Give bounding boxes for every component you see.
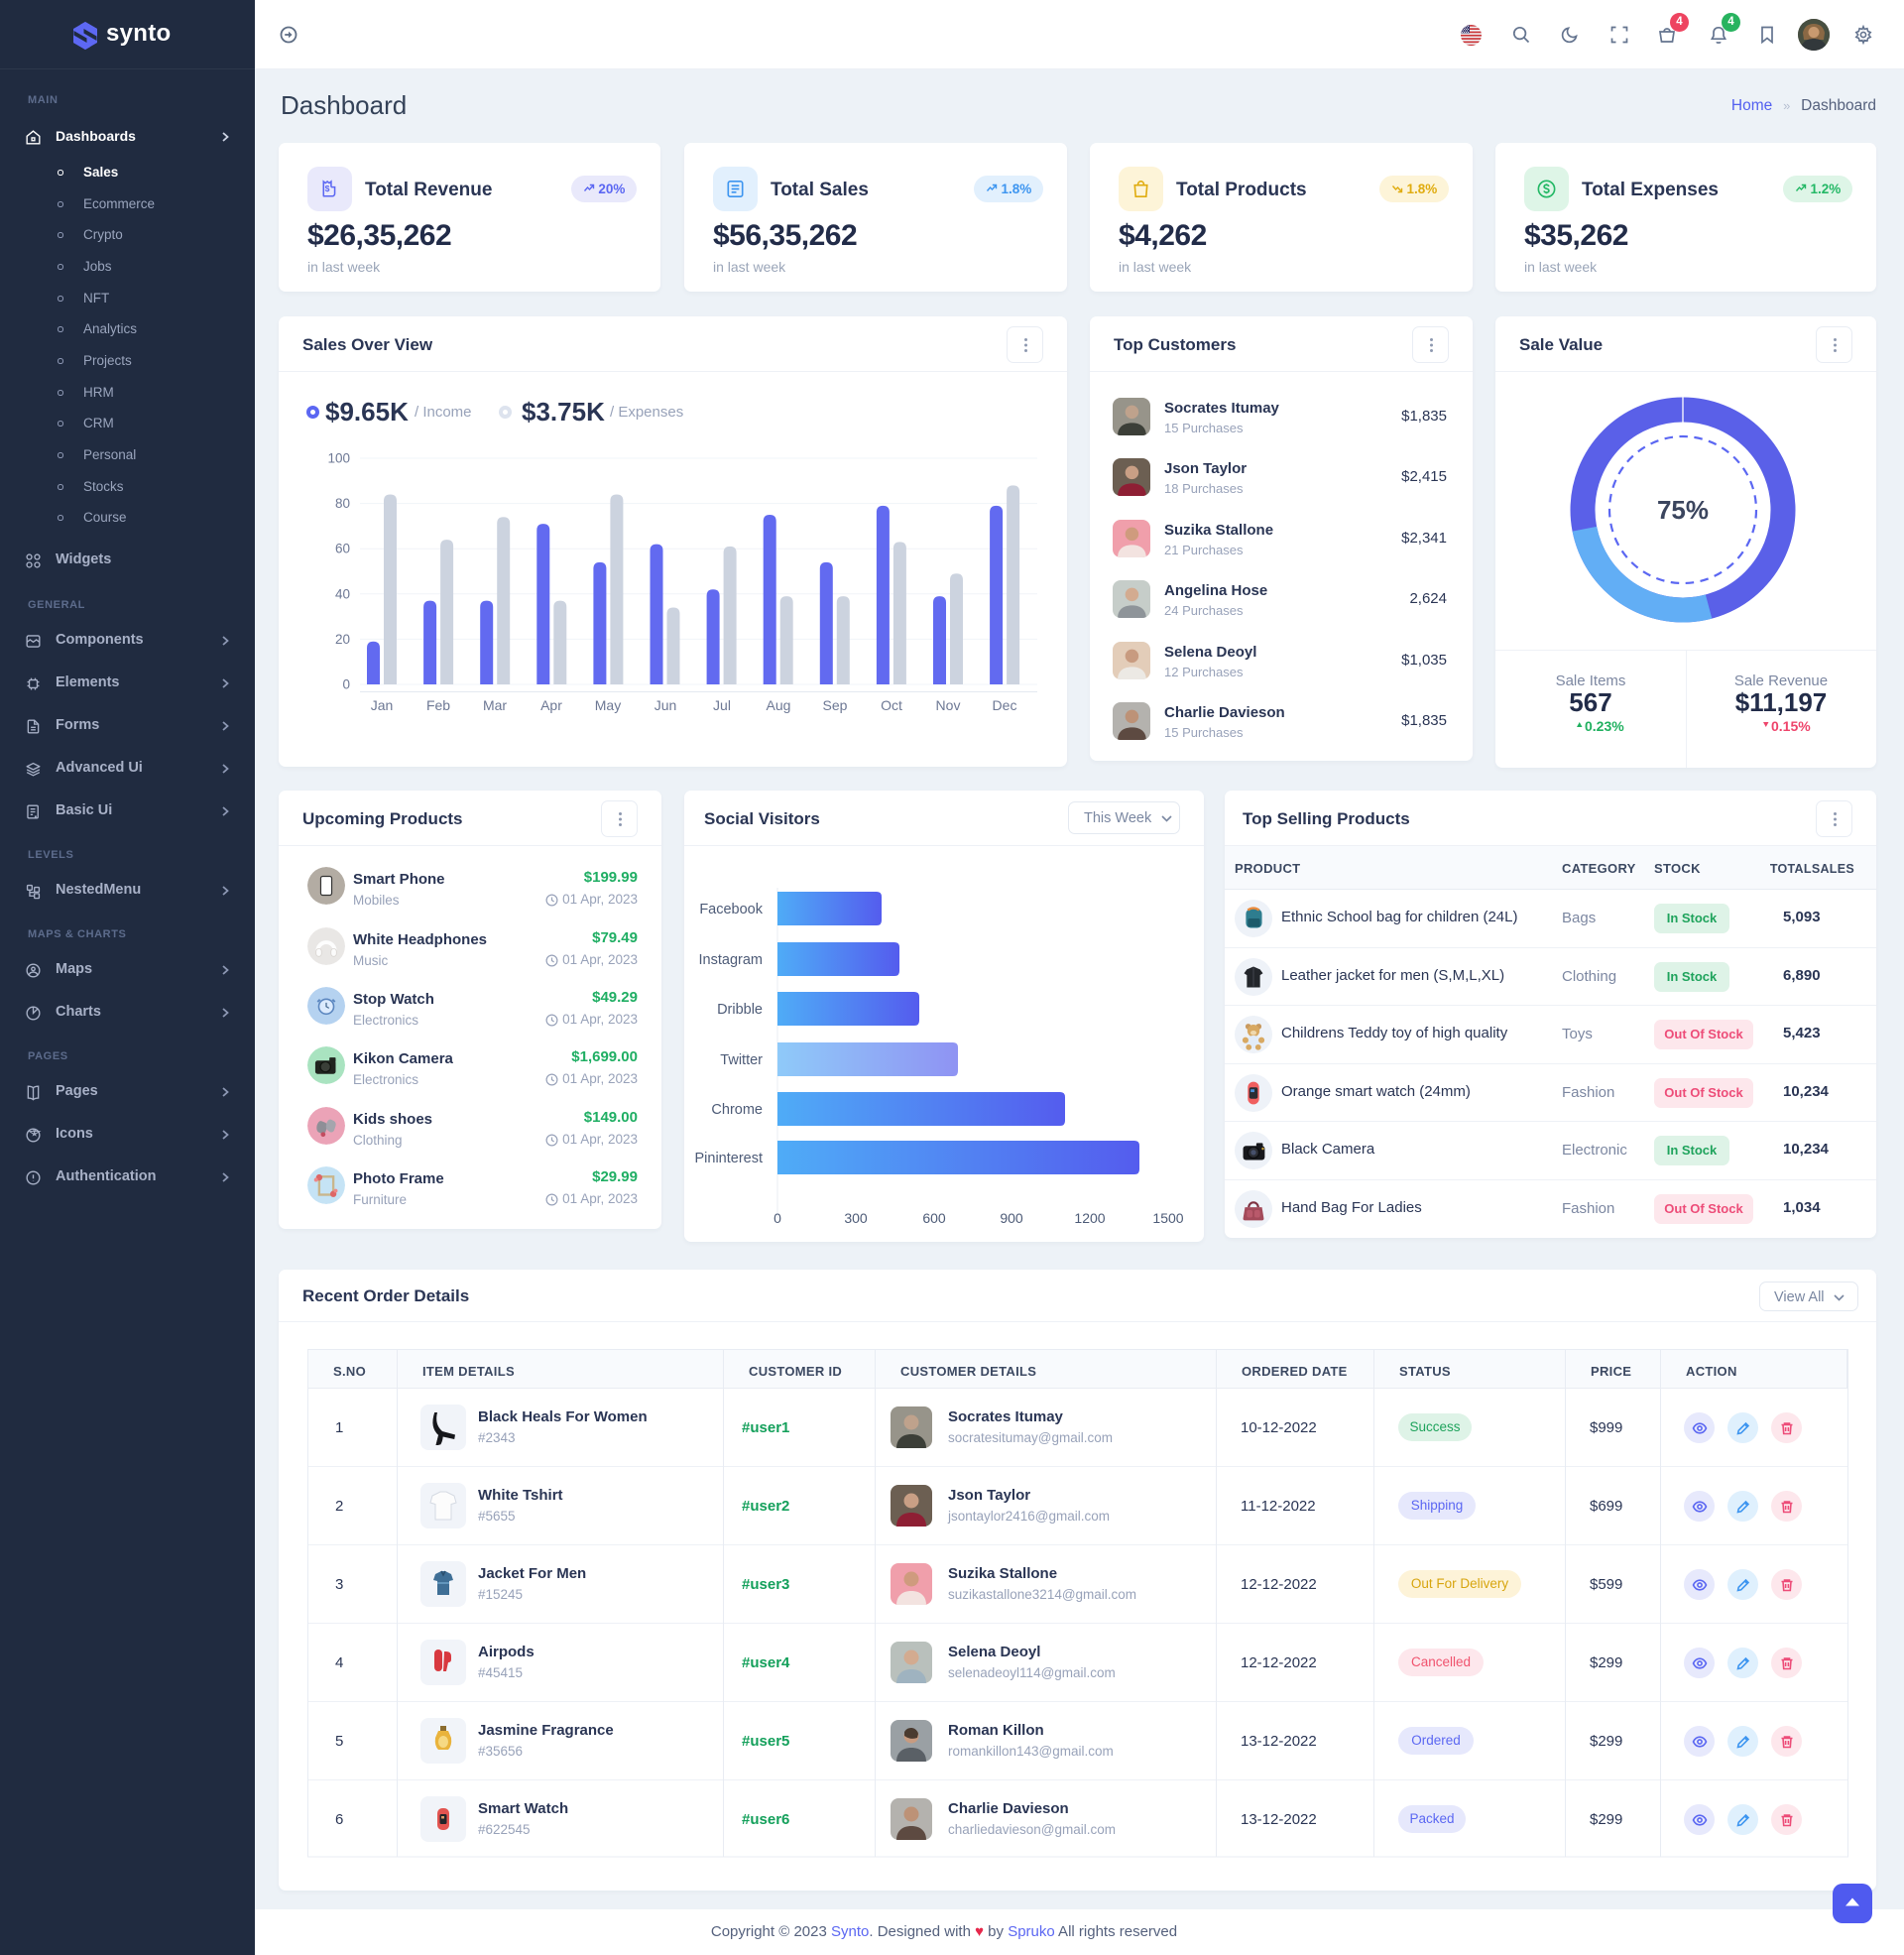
svg-text:900: 900 [1000, 1210, 1023, 1226]
svg-text:Sep: Sep [823, 697, 848, 713]
svg-text:60: 60 [335, 542, 350, 556]
svg-text:May: May [595, 697, 621, 713]
svg-text:Instagram: Instagram [699, 952, 763, 968]
svg-text:$11,197: $11,197 [1735, 687, 1828, 717]
svg-text:Dec: Dec [993, 697, 1017, 713]
svg-text:Feb: Feb [426, 697, 450, 713]
svg-text:300: 300 [844, 1210, 868, 1226]
svg-text:Twitter: Twitter [720, 1052, 763, 1068]
svg-text:Sale Items: Sale Items [1556, 672, 1626, 689]
svg-text:40: 40 [335, 586, 350, 601]
svg-text:100: 100 [327, 451, 350, 466]
svg-text:0.23%: 0.23% [1585, 718, 1624, 734]
svg-text:1200: 1200 [1074, 1210, 1105, 1226]
svg-text:600: 600 [922, 1210, 946, 1226]
svg-text:Jun: Jun [654, 697, 677, 713]
svg-text:20: 20 [335, 632, 350, 647]
svg-text:Facebook: Facebook [699, 902, 763, 917]
svg-text:Dribble: Dribble [717, 1002, 763, 1018]
svg-text:Jan: Jan [371, 697, 394, 713]
svg-text:567: 567 [1569, 687, 1611, 717]
svg-text:80: 80 [335, 496, 350, 511]
svg-text:0: 0 [342, 677, 350, 692]
svg-text:Chrome: Chrome [711, 1102, 763, 1118]
svg-text:Jul: Jul [713, 697, 731, 713]
svg-text:Apr: Apr [540, 697, 562, 713]
svg-text:0.15%: 0.15% [1771, 718, 1811, 734]
svg-text:Nov: Nov [936, 697, 961, 713]
svg-text:Pininterest: Pininterest [694, 1151, 763, 1166]
svg-text:Aug: Aug [767, 697, 791, 713]
svg-text:0: 0 [774, 1210, 781, 1226]
svg-text:Sale Revenue: Sale Revenue [1734, 672, 1828, 689]
svg-text:Oct: Oct [881, 697, 902, 713]
svg-text:1500: 1500 [1152, 1210, 1183, 1226]
svg-text:$: $ [325, 183, 330, 193]
svg-text:Mar: Mar [483, 697, 507, 713]
svg-text:75%: 75% [1657, 495, 1709, 525]
